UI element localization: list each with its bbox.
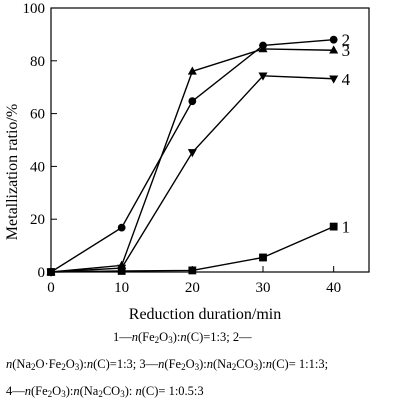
data-point-triangle-up bbox=[258, 44, 268, 53]
x-tick-label: 20 bbox=[185, 280, 200, 296]
y-tick-label: 60 bbox=[30, 107, 45, 123]
x-axis-title: Reduction duration/min bbox=[129, 306, 281, 323]
data-point-circle bbox=[117, 223, 126, 232]
data-point-triangle-up bbox=[187, 66, 197, 75]
plot-frame bbox=[50, 7, 370, 273]
y-tick-label: 100 bbox=[23, 1, 46, 17]
data-point-triangle-up bbox=[329, 45, 339, 54]
x-tick-label: 0 bbox=[47, 280, 55, 296]
series-line-1 bbox=[50, 225, 334, 273]
series-labels: 1 23 4 bbox=[342, 31, 351, 237]
y-tick-label: 20 bbox=[30, 212, 45, 228]
caption-line-2: n(Na2O·Fe2O3):n(C)=1:3; 3—n(Fe2O3):n(Na2… bbox=[6, 357, 329, 372]
data-point-circle bbox=[188, 97, 197, 106]
x-tick-label: 10 bbox=[114, 280, 129, 296]
data-point-square bbox=[329, 222, 338, 231]
series-label-4: 4 bbox=[342, 70, 351, 89]
data-point-triangle-down bbox=[117, 264, 127, 273]
caption-line-1: 1—n(Fe2O3):n(C)=1:3; 2— bbox=[113, 330, 252, 345]
caption-line-3: 4—n(Fe2O3):n(Na2CO3): n(C)= 1:0.5:3 bbox=[6, 384, 204, 399]
y-tick-label: 40 bbox=[30, 159, 45, 175]
series-label-2: 2 bbox=[342, 31, 351, 50]
metallization-chart: 0 10 20 30 40 0 20 40 60 80 100 1 23 4 Reduction dur… bbox=[4, 1, 370, 323]
axis-ticks bbox=[50, 7, 335, 273]
data-point-circle bbox=[329, 35, 338, 44]
data-point-triangle-down bbox=[258, 72, 268, 81]
y-tick-label: 0 bbox=[38, 265, 46, 281]
series-label-1: 1 bbox=[342, 218, 351, 237]
data-point-triangle-down bbox=[187, 149, 197, 158]
data-point-square bbox=[259, 253, 267, 262]
series-line-4 bbox=[50, 75, 334, 273]
plot-border bbox=[50, 7, 370, 273]
y-tick-label: 80 bbox=[30, 54, 45, 70]
series-line-3 bbox=[50, 48, 334, 273]
data-point-triangle-down bbox=[329, 75, 339, 84]
x-tick-label: 30 bbox=[256, 280, 271, 296]
data-point-square bbox=[188, 266, 197, 275]
y-axis-title: Metallization ratio/% bbox=[4, 104, 21, 240]
series-markers bbox=[46, 35, 339, 277]
data-point-triangle-down bbox=[46, 268, 56, 277]
series-label-3: 3 bbox=[342, 41, 351, 60]
axis-tick-labels: 0 10 20 30 40 0 20 40 60 80 100 bbox=[23, 1, 342, 296]
x-tick-label: 40 bbox=[326, 280, 341, 296]
